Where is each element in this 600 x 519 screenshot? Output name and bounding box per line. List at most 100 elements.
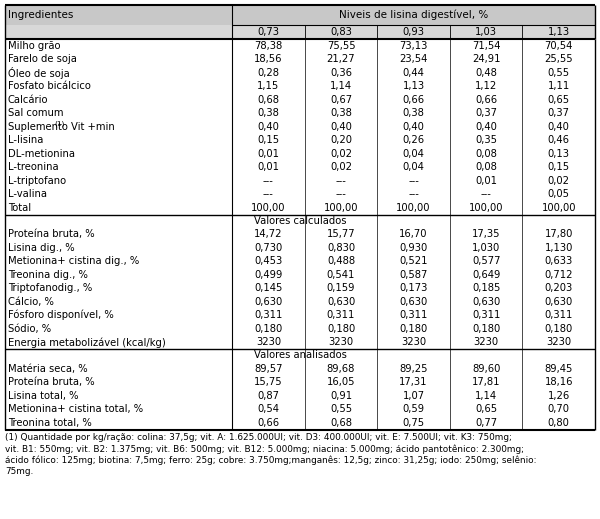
Text: L-treonina: L-treonina bbox=[8, 162, 59, 172]
Text: 0,01: 0,01 bbox=[257, 162, 280, 172]
Text: 0,633: 0,633 bbox=[545, 256, 573, 266]
Bar bbox=[232, 5, 595, 25]
Text: 15,75: 15,75 bbox=[254, 377, 283, 387]
Bar bbox=[5, 241, 595, 254]
Text: 0,159: 0,159 bbox=[327, 283, 355, 293]
Text: Metionina+ cistina total, %: Metionina+ cistina total, % bbox=[8, 404, 143, 414]
Text: 0,730: 0,730 bbox=[254, 243, 283, 253]
Text: ---: --- bbox=[408, 189, 419, 199]
Text: 0,67: 0,67 bbox=[330, 95, 352, 105]
Text: 0,55: 0,55 bbox=[330, 404, 352, 414]
Text: 0,40: 0,40 bbox=[548, 122, 569, 132]
Text: 17,35: 17,35 bbox=[472, 229, 500, 239]
Text: 1,14: 1,14 bbox=[475, 391, 497, 401]
Bar bbox=[5, 416, 595, 430]
Text: 0,649: 0,649 bbox=[472, 270, 500, 280]
Text: 16,05: 16,05 bbox=[327, 377, 355, 387]
Text: 78,38: 78,38 bbox=[254, 41, 283, 51]
Text: 0,203: 0,203 bbox=[545, 283, 573, 293]
Text: Óleo de soja: Óleo de soja bbox=[8, 67, 70, 79]
Text: 100,00: 100,00 bbox=[469, 203, 503, 213]
Bar bbox=[5, 227, 595, 241]
Bar bbox=[5, 254, 595, 268]
Bar bbox=[5, 52, 595, 66]
Text: 0,40: 0,40 bbox=[475, 122, 497, 132]
Text: ácido fólico: 125mg; biotina: 7,5mg; ferro: 25g; cobre: 3.750mg;manganês: 12,5g;: ácido fólico: 125mg; biotina: 7,5mg; fer… bbox=[5, 455, 536, 465]
Text: 0,180: 0,180 bbox=[472, 324, 500, 334]
Text: 0,80: 0,80 bbox=[548, 418, 569, 428]
Text: 0,145: 0,145 bbox=[254, 283, 283, 293]
Text: 0,01: 0,01 bbox=[475, 176, 497, 186]
Bar bbox=[5, 79, 595, 93]
Text: 0,180: 0,180 bbox=[327, 324, 355, 334]
Text: Valores calculados: Valores calculados bbox=[254, 216, 346, 226]
Text: 0,577: 0,577 bbox=[472, 256, 500, 266]
Text: 25,55: 25,55 bbox=[544, 54, 573, 64]
Text: 0,02: 0,02 bbox=[330, 162, 352, 172]
Bar bbox=[305, 25, 377, 39]
Text: 0,13: 0,13 bbox=[548, 149, 570, 159]
Text: 0,44: 0,44 bbox=[403, 68, 425, 78]
Text: Triptofanodig., %: Triptofanodig., % bbox=[8, 283, 92, 293]
Text: Proteína bruta, %: Proteína bruta, % bbox=[8, 229, 95, 239]
Text: 0,311: 0,311 bbox=[327, 310, 355, 320]
Text: 0,66: 0,66 bbox=[257, 418, 280, 428]
Bar bbox=[5, 335, 595, 349]
Text: 71,54: 71,54 bbox=[472, 41, 500, 51]
Text: 0,630: 0,630 bbox=[400, 297, 428, 307]
Text: L-lisina: L-lisina bbox=[8, 135, 43, 145]
Bar bbox=[5, 403, 595, 416]
Text: 75,55: 75,55 bbox=[326, 41, 355, 51]
Text: ---: --- bbox=[263, 189, 274, 199]
Bar bbox=[450, 25, 523, 39]
Text: ---: --- bbox=[408, 176, 419, 186]
Text: Fósforo disponível, %: Fósforo disponível, % bbox=[8, 310, 114, 321]
Text: 0,87: 0,87 bbox=[257, 391, 280, 401]
Text: 21,27: 21,27 bbox=[326, 54, 355, 64]
Text: (1) Quantidade por kg/ração: colina: 37,5g; vit. A: 1.625.000UI; vit. D3: 400.00: (1) Quantidade por kg/ração: colina: 37,… bbox=[5, 433, 512, 443]
Bar bbox=[5, 160, 595, 174]
Text: Lisina total, %: Lisina total, % bbox=[8, 391, 79, 401]
Text: (1): (1) bbox=[55, 120, 65, 127]
Text: Calcário: Calcário bbox=[8, 95, 49, 105]
Text: 1,26: 1,26 bbox=[548, 391, 570, 401]
Text: 3230: 3230 bbox=[546, 337, 571, 347]
Text: 0,93: 0,93 bbox=[403, 27, 425, 37]
Text: 3230: 3230 bbox=[256, 337, 281, 347]
Text: 0,15: 0,15 bbox=[257, 135, 280, 145]
Bar bbox=[5, 133, 595, 147]
Bar bbox=[377, 25, 450, 39]
Text: 0,311: 0,311 bbox=[472, 310, 500, 320]
Text: 0,65: 0,65 bbox=[475, 404, 497, 414]
Text: 0,55: 0,55 bbox=[548, 68, 570, 78]
Text: ---: --- bbox=[263, 176, 274, 186]
Text: 0,08: 0,08 bbox=[475, 162, 497, 172]
Bar bbox=[5, 268, 595, 281]
Text: 16,70: 16,70 bbox=[400, 229, 428, 239]
Text: 0,77: 0,77 bbox=[475, 418, 497, 428]
Text: 0,521: 0,521 bbox=[400, 256, 428, 266]
Bar bbox=[5, 106, 595, 120]
Text: 89,68: 89,68 bbox=[327, 364, 355, 374]
Text: 15,77: 15,77 bbox=[326, 229, 355, 239]
Text: Sódio, %: Sódio, % bbox=[8, 324, 51, 334]
Text: 100,00: 100,00 bbox=[541, 203, 576, 213]
Text: 0,66: 0,66 bbox=[475, 95, 497, 105]
Text: Total: Total bbox=[8, 203, 31, 213]
Text: 0,01: 0,01 bbox=[257, 149, 280, 159]
Bar bbox=[5, 295, 595, 308]
Text: 3230: 3230 bbox=[328, 337, 353, 347]
Text: 1,030: 1,030 bbox=[472, 243, 500, 253]
Bar bbox=[5, 214, 595, 227]
Text: 0,59: 0,59 bbox=[403, 404, 425, 414]
Text: 0,541: 0,541 bbox=[327, 270, 355, 280]
Bar bbox=[5, 93, 595, 106]
Text: 70,54: 70,54 bbox=[545, 41, 573, 51]
Bar bbox=[232, 25, 305, 39]
Text: 0,70: 0,70 bbox=[548, 404, 570, 414]
Bar bbox=[523, 25, 595, 39]
Text: 0,20: 0,20 bbox=[330, 135, 352, 145]
Text: 0,499: 0,499 bbox=[254, 270, 283, 280]
Bar bbox=[5, 322, 595, 335]
Text: 0,630: 0,630 bbox=[254, 297, 283, 307]
